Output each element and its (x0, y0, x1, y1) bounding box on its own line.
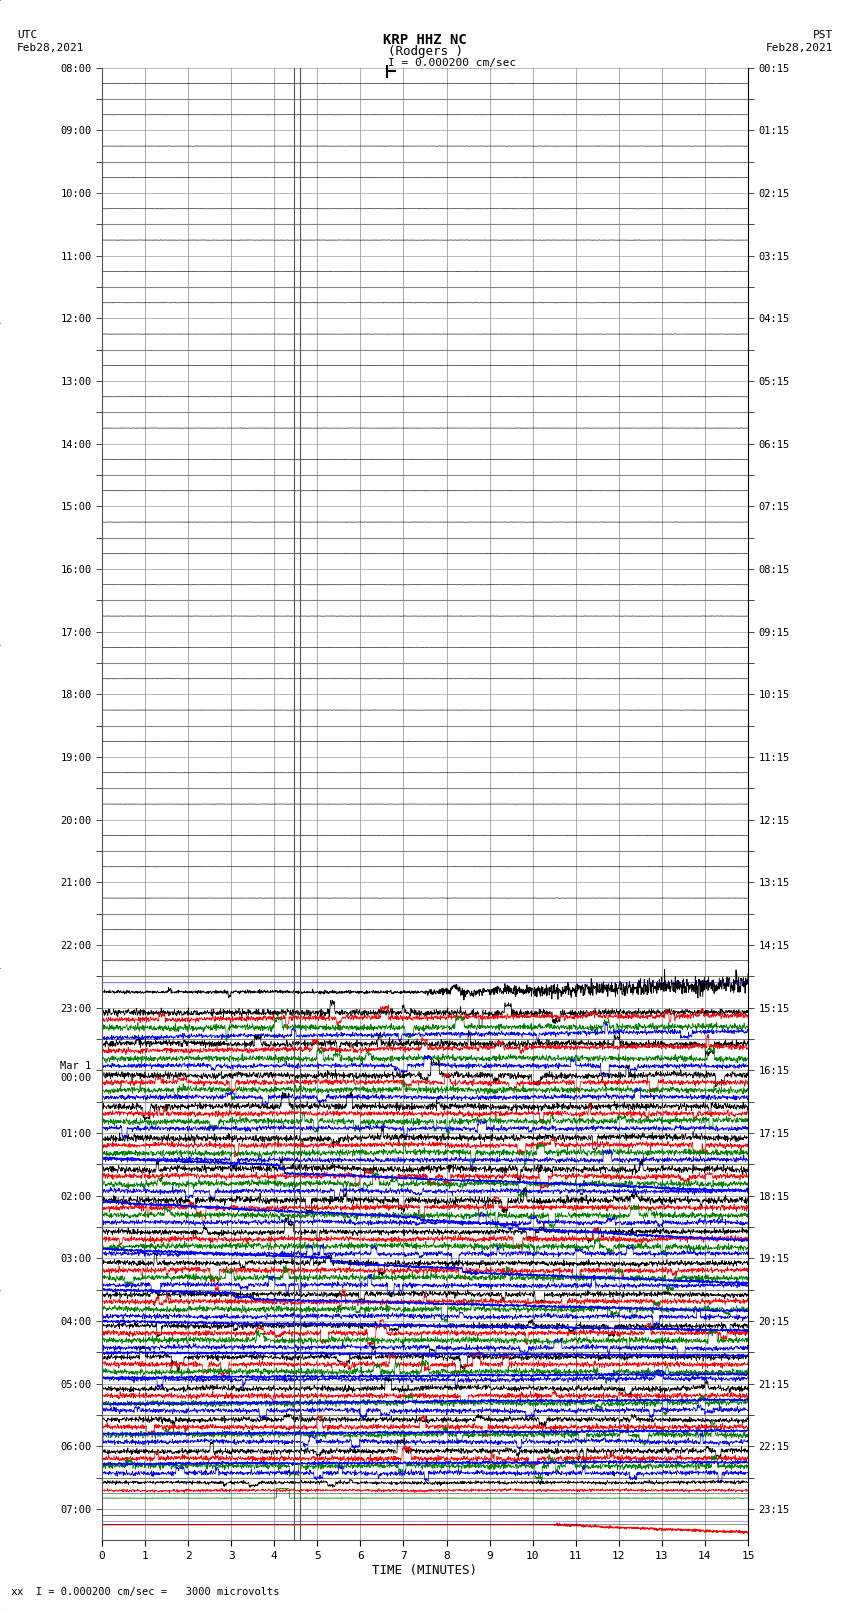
Text: (Rodgers ): (Rodgers ) (388, 45, 462, 58)
Text: x: x (10, 1587, 17, 1597)
Text: Feb28,2021: Feb28,2021 (766, 44, 833, 53)
Text: x  I = 0.000200 cm/sec =   3000 microvolts: x I = 0.000200 cm/sec = 3000 microvolts (17, 1587, 280, 1597)
Text: KRP HHZ NC: KRP HHZ NC (383, 32, 467, 47)
Text: Feb28,2021: Feb28,2021 (17, 44, 84, 53)
Text: UTC: UTC (17, 31, 37, 40)
Text: I = 0.000200 cm/sec: I = 0.000200 cm/sec (388, 58, 517, 68)
X-axis label: TIME (MINUTES): TIME (MINUTES) (372, 1563, 478, 1576)
Text: PST: PST (813, 31, 833, 40)
